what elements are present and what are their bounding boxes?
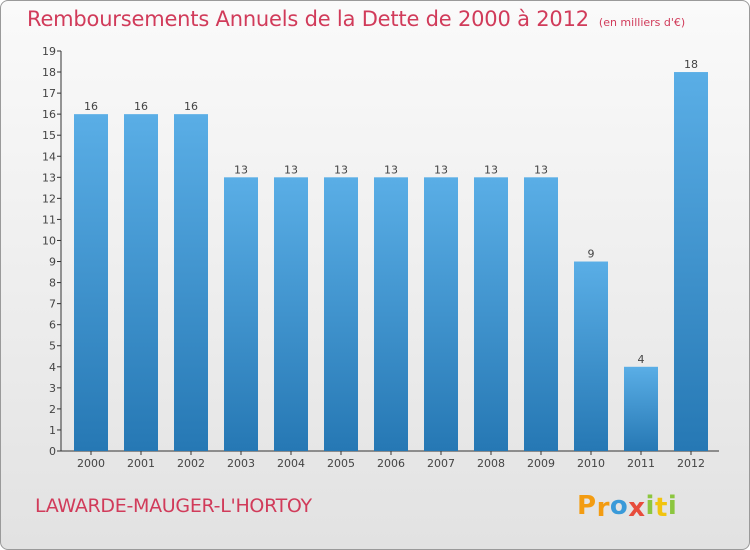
- y-tick-label: 16: [42, 108, 56, 121]
- bar-2001: [124, 114, 158, 451]
- chart-title: Remboursements Annuels de la Dette de 20…: [27, 7, 589, 31]
- bar-2010: [574, 261, 608, 451]
- y-tick-label: 17: [42, 87, 56, 100]
- y-tick-label: 10: [42, 234, 56, 247]
- data-label-2001: 16: [134, 100, 148, 113]
- data-label-2012: 18: [684, 58, 698, 71]
- data-label-2011: 4: [638, 353, 645, 366]
- brand-letter: i: [667, 491, 678, 521]
- bar-2005: [324, 177, 358, 451]
- y-tick-label: 9: [49, 256, 56, 269]
- brand-letter: i: [645, 491, 655, 521]
- y-tick-label: 18: [42, 66, 56, 79]
- data-label-2007: 13: [434, 163, 448, 176]
- x-tick-label: 2002: [177, 457, 205, 470]
- bar-2009: [524, 177, 558, 451]
- brand-letter: x: [628, 493, 646, 523]
- x-tick-label: 2001: [127, 457, 155, 470]
- data-label-2009: 13: [534, 163, 548, 176]
- y-tick-label: 12: [42, 192, 56, 205]
- x-tick-label: 2009: [527, 457, 555, 470]
- y-tick-label: 15: [42, 129, 56, 142]
- x-tick-label: 2006: [377, 457, 405, 470]
- y-tick-label: 19: [42, 45, 56, 58]
- data-label-2008: 13: [484, 163, 498, 176]
- y-tick-label: 7: [49, 298, 56, 311]
- x-tick-label: 2005: [327, 457, 355, 470]
- y-tick-label: 13: [42, 171, 56, 184]
- brand-letter: t: [654, 493, 668, 523]
- y-tick-label: 14: [42, 150, 56, 163]
- data-label-2010: 9: [588, 248, 595, 261]
- y-tick-label: 11: [42, 213, 56, 226]
- y-tick-label: 5: [49, 340, 56, 353]
- data-label-2004: 13: [284, 163, 298, 176]
- y-tick-label: 0: [49, 445, 56, 458]
- proxiti-logo: Proxiti: [577, 491, 678, 523]
- bar-2008: [474, 177, 508, 451]
- x-tick-label: 2003: [227, 457, 255, 470]
- data-label-2003: 13: [234, 163, 248, 176]
- bar-2002: [174, 114, 208, 451]
- x-tick-label: 2004: [277, 457, 305, 470]
- commune-name: LAWARDE-MAUGER-L'HORTOY: [35, 495, 312, 517]
- y-tick-label: 3: [49, 382, 56, 395]
- chart-subtitle: (en milliers d'€): [598, 16, 686, 29]
- x-tick-label: 2010: [577, 457, 605, 470]
- bar-2003: [224, 177, 258, 451]
- x-tick-label: 2007: [427, 457, 455, 470]
- y-tick-label: 8: [49, 277, 56, 290]
- data-labels: 16 16 16 13 13 13 13 13 13 13 9 4 18: [84, 58, 698, 366]
- bar-2004: [274, 177, 308, 451]
- brand-letter: o: [609, 491, 629, 521]
- bar-2007: [424, 177, 458, 451]
- bar-2011: [624, 366, 658, 451]
- y-tick-label: 1: [49, 424, 56, 437]
- x-tick-label: 2000: [77, 457, 105, 470]
- data-label-2006: 13: [384, 163, 398, 176]
- data-label-2002: 16: [184, 100, 198, 113]
- bar-2000: [74, 114, 108, 451]
- brand-letter: P: [577, 491, 597, 521]
- x-tick-label: 2011: [627, 457, 655, 470]
- data-label-2005: 13: [334, 163, 348, 176]
- x-tick-label: 2012: [677, 457, 705, 470]
- bars: [74, 72, 708, 451]
- y-tick-label: 4: [49, 361, 56, 374]
- brand-letter: r: [596, 493, 610, 523]
- y-tick-label: 6: [49, 319, 56, 332]
- title-block: Remboursements Annuels de la Dette de 20…: [27, 7, 685, 31]
- y-tick-label: 2: [49, 403, 56, 416]
- data-label-2000: 16: [84, 100, 98, 113]
- bar-2012: [674, 72, 708, 451]
- bar-2006: [374, 177, 408, 451]
- x-tick-label: 2008: [477, 457, 505, 470]
